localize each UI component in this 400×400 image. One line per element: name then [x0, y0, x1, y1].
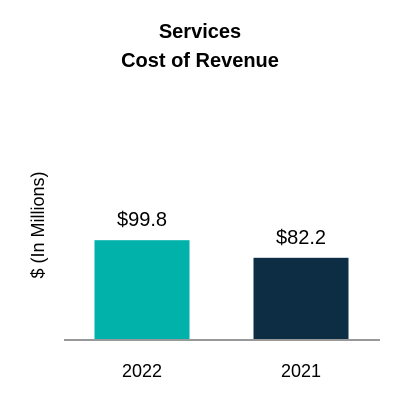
x-tick-label-2022: 2022 [122, 361, 162, 381]
bar-2022 [94, 240, 190, 340]
chart-subtitle: Cost of Revenue [121, 50, 279, 72]
x-ticks-layer: 2022 2021 [122, 361, 321, 381]
data-label-2022: $99.8 [117, 209, 167, 231]
chart-title: Services [159, 21, 241, 43]
data-labels-layer: $99.8 $82.2 [117, 209, 326, 249]
bars-layer [94, 240, 349, 340]
bar-2021 [253, 257, 349, 340]
data-label-2021: $82.2 [276, 227, 326, 249]
x-tick-label-2021: 2021 [281, 361, 321, 381]
y-axis-label: $ (In Millions) [28, 171, 48, 278]
